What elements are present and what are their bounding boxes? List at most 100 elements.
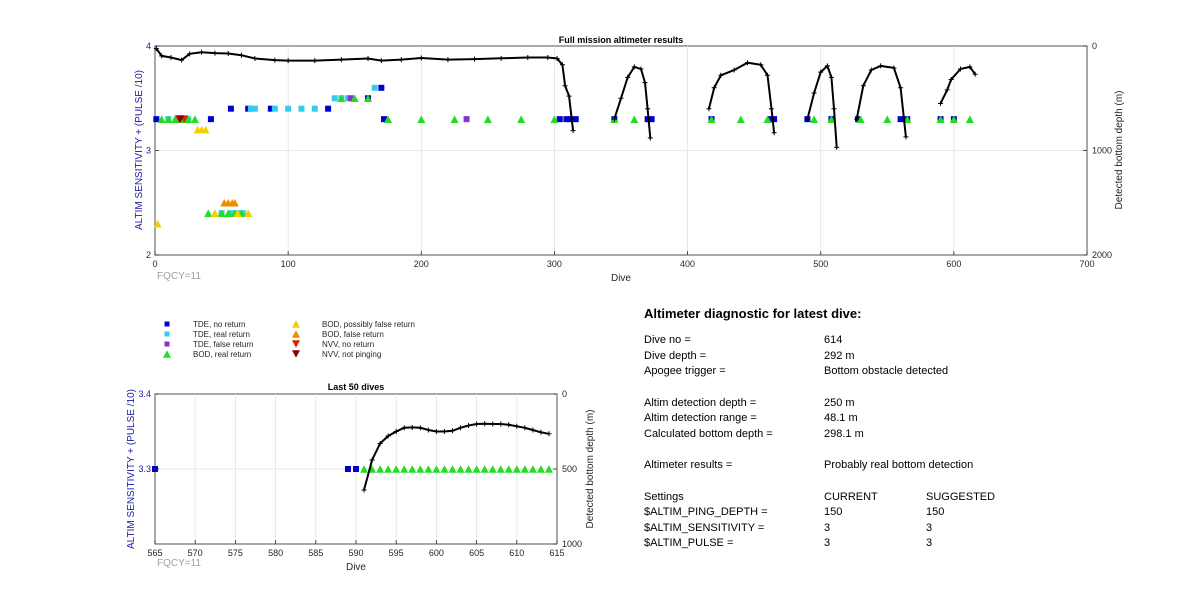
bottom-depth-point xyxy=(472,56,478,62)
results-label: Altimeter results = xyxy=(644,459,733,471)
x-tick-label: 600 xyxy=(429,548,444,558)
series-point xyxy=(244,209,253,217)
ping-depth-suggested: 150 xyxy=(926,506,945,518)
bottom-depth-point xyxy=(546,431,552,437)
bottom-depth-point xyxy=(828,74,834,80)
y2-tick-label: 0 xyxy=(1092,41,1097,51)
pulse-label: $ALTIM_PULSE = xyxy=(644,537,734,549)
bottom-depth-point xyxy=(514,423,520,429)
series-point xyxy=(856,115,865,123)
bottom-depth-point xyxy=(569,116,575,122)
bottom-depth-point xyxy=(948,76,954,82)
y2-tick-label: 500 xyxy=(562,464,577,474)
bottom-depth-point xyxy=(566,93,572,99)
series-point xyxy=(771,116,778,123)
series-point xyxy=(153,219,162,228)
series-point xyxy=(903,115,912,123)
series-point xyxy=(448,465,457,473)
legend-marker xyxy=(292,350,300,358)
bottom-depth-point xyxy=(377,441,383,446)
bottom-depth-point xyxy=(378,58,384,64)
bottom-depth-point xyxy=(818,69,824,75)
series-point xyxy=(572,116,579,123)
series-point xyxy=(949,115,958,123)
ping-depth-current: 150 xyxy=(824,506,843,518)
y-tick-label: 3.3 xyxy=(138,464,151,474)
calc-depth-label: Calculated bottom depth = xyxy=(644,427,773,440)
series-point xyxy=(763,115,772,123)
series-point xyxy=(424,465,433,473)
top-chart-title: Full mission altimeter results xyxy=(559,35,684,45)
top-x-axis-label: Dive xyxy=(611,273,631,284)
legend-marker xyxy=(292,320,300,328)
bottom-depth-point xyxy=(545,54,551,60)
series-point xyxy=(550,115,559,123)
bottom-depth-point xyxy=(645,106,651,112)
bottom-depth-point xyxy=(490,421,496,427)
bottom-depth-point xyxy=(854,116,860,122)
settings-label: Settings xyxy=(644,490,684,503)
series-point xyxy=(384,115,392,123)
detect-depth-label: Altim detection depth = xyxy=(644,396,757,409)
top-fqcy-annotation: FQCY=11 xyxy=(157,271,201,282)
bottom-depth-point xyxy=(393,429,399,434)
series-point xyxy=(384,465,393,473)
series-point xyxy=(463,116,470,123)
bottom-depth-point xyxy=(498,421,504,427)
bottom-depth-point xyxy=(771,130,777,136)
bottom-depth-point xyxy=(625,74,631,80)
series-point xyxy=(556,116,563,123)
x-tick-label: 580 xyxy=(268,548,283,558)
bottom-depth-point xyxy=(967,64,973,70)
top-y-axis-label: ALTIM SENSITIVITY + (PULSE /10) xyxy=(134,70,145,230)
dive-no-label: Dive no = xyxy=(644,334,691,346)
bottom-y-axis-label: ALTIM SENSITIVITY + (PULSE /10) xyxy=(126,389,137,549)
bottom-depth-point xyxy=(441,429,447,434)
legend-label: TDE, false return xyxy=(193,340,253,349)
series-point xyxy=(563,116,570,123)
series-point xyxy=(440,465,449,473)
legend-label: TDE, real return xyxy=(193,330,250,339)
legend-marker xyxy=(292,340,300,348)
bottom-depth-point xyxy=(958,66,964,72)
series-point xyxy=(337,94,346,103)
series-point xyxy=(271,105,278,112)
series-point xyxy=(190,115,199,123)
bottom-depth-point xyxy=(834,144,840,150)
x-tick-label: 570 xyxy=(188,548,203,558)
bottom-depth-point xyxy=(212,50,218,56)
detect-range-value: 48.1 m xyxy=(824,412,858,424)
bottom-depth-point xyxy=(878,63,884,69)
dive-depth-value: 292 m xyxy=(824,349,855,362)
bottom-depth-point xyxy=(554,56,560,62)
series-point xyxy=(210,209,219,217)
bottom-depth-point xyxy=(868,67,874,73)
series-point xyxy=(965,115,974,123)
legend-marker xyxy=(163,350,171,358)
series-point xyxy=(217,209,226,217)
y-tick-label: 4 xyxy=(146,41,151,51)
bottom-depth-point xyxy=(312,58,318,64)
series-point xyxy=(364,94,373,103)
bottom-depth-point xyxy=(638,66,644,72)
series-point xyxy=(251,105,258,112)
bottom-depth-point xyxy=(449,428,455,434)
results-row: Altimeter results = Probably real bottom… xyxy=(644,459,1064,475)
x-tick-label: 700 xyxy=(1079,259,1094,269)
x-tick-label: 585 xyxy=(308,548,323,558)
series-point xyxy=(464,465,473,473)
series-point xyxy=(936,115,945,123)
bottom-depth-point xyxy=(611,116,617,122)
bottom-depth-point xyxy=(804,116,810,122)
series-point xyxy=(153,116,160,123)
series-point xyxy=(417,115,426,123)
bottom-depth-point xyxy=(466,423,472,428)
bottom-depth-point xyxy=(559,62,565,68)
series-point xyxy=(347,95,354,102)
pulse-suggested: 3 xyxy=(926,537,933,549)
bottom-depth-point xyxy=(891,65,897,71)
bottom-depth-point xyxy=(824,63,830,69)
diagnostic-title: Altimeter diagnostic for latest dive: xyxy=(644,306,862,321)
